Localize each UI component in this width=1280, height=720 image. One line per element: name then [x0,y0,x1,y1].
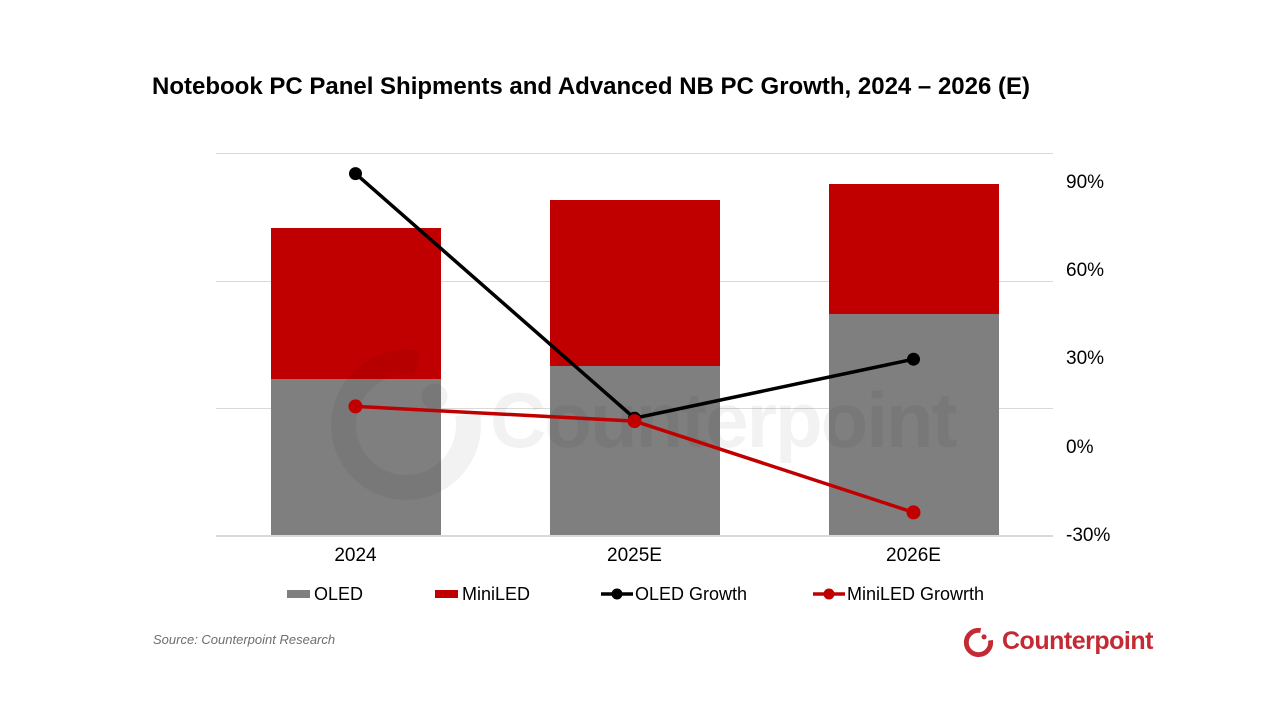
gridline [216,153,1053,154]
legend-item-miniled: MiniLED [435,583,530,605]
line-marker-miniled-2026E [906,505,921,520]
legend-label: OLED Growth [635,583,748,604]
legend-line-dot-marker [813,588,845,600]
legend: OLED MiniLED OLED Growth MiniLED Growrth [0,583,1280,605]
line-marker-oled-2024 [349,167,362,181]
legend-label: MiniLED [462,583,531,604]
legend-label: OLED [314,583,364,604]
right-axis-tick-label: 30% [1066,348,1105,370]
bar-segment-miniled-2024 [270,228,441,379]
right-axis-tick-label: 0% [1066,436,1094,458]
legend-swatch [435,590,458,598]
bar-segment-miniled-2025E [549,200,720,367]
growth-lines-layer [348,167,921,520]
counterpoint-logo-icon [963,627,994,658]
brand-logo: Counterpoint [961,624,1153,659]
legend-swatch [287,590,310,598]
x-axis-line [216,535,1053,537]
right-axis-tick-label: 60% [1066,259,1105,281]
source-note: Source: Counterpoint Research [153,632,336,647]
x-axis-label-2026E: 2026E [886,545,941,566]
right-axis-tick-label: -30% [1066,525,1111,546]
bar-segment-miniled-2026E [828,183,999,314]
growth-line-oled [354,172,914,421]
line-marker-miniled-2024 [348,399,363,414]
line-marker-oled-2026E [907,352,920,366]
chart-title: Notebook PC Panel Shipments and Advanced… [152,73,1030,100]
x-axis-label-2025E: 2025E [607,545,662,566]
legend-item-oled: OLED [287,583,363,605]
bar-segment-oled-2025E [549,366,720,536]
line-marker-miniled-2025E [627,414,642,429]
legend-line-dot-marker [601,588,633,600]
legend-label: MiniLED Growrth [847,583,985,604]
x-axis-label-2024: 2024 [334,545,377,566]
right-axis-tick-label: 90% [1066,171,1105,193]
bar-segment-oled-2026E [828,313,999,536]
brand-logo-text: Counterpoint [1002,627,1153,655]
legend-item-miniled-growrth: MiniLED Growrth [813,583,984,605]
plot-area: Counterpoint [216,153,1053,537]
legend-item-oled-growth: OLED Growth [601,583,747,605]
